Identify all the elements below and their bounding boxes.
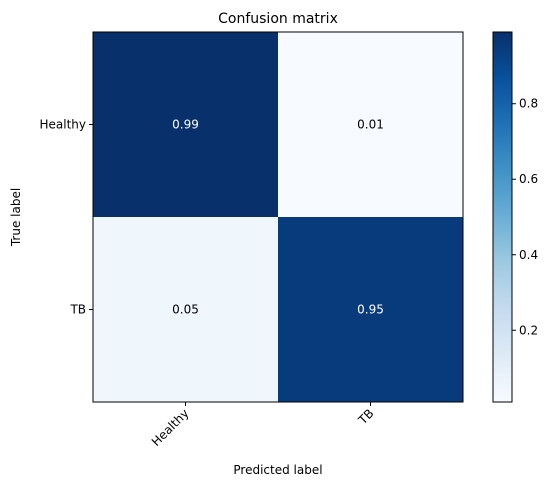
heatmap-cells [93,32,463,402]
cell-value-label-1-1: 0.95 [357,303,384,317]
cell-value-label-1-0: 0.05 [172,303,199,317]
x-tick-label-1: TB [355,406,377,428]
y-axis-ticks: Healthy TB [39,118,93,317]
colorbar-tick-label-2: 0.6 [519,172,538,186]
chart-title: Confusion matrix [218,11,338,27]
x-tick-label-0: Healthy [149,406,192,449]
plot-frame [92,31,464,403]
cell-value-label-0-1: 0.01 [357,118,384,132]
cell-value-label-0-0: 0.99 [172,118,199,132]
heatmap-cell-1-0 [93,217,278,402]
heatmap-cell-0-1 [278,32,463,217]
colorbar-ticks: 0.2 0.4 0.6 0.8 [512,97,538,337]
y-axis-label: True label [9,188,23,247]
colorbar-tick-label-1: 0.4 [519,248,538,262]
colorbar-tick-label-3: 0.8 [519,97,538,111]
y-tick-label-0: Healthy [39,118,86,132]
heatmap-cell-0-0 [93,32,278,217]
colorbar [492,31,513,403]
heatmap-cell-labels: 0.99 0.01 0.05 0.95 [172,118,384,317]
colorbar-tick-label-0: 0.2 [519,323,538,337]
y-tick-label-1: TB [69,303,86,317]
x-axis-label: Predicted label [233,463,322,477]
heatmap-cell-1-1 [278,217,463,402]
x-axis-ticks: Healthy TB [149,402,377,449]
